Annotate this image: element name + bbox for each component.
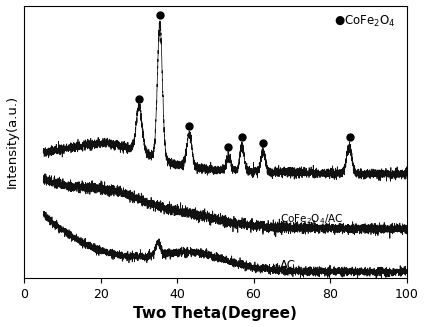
X-axis label: Two Theta(Degree): Two Theta(Degree) — [134, 306, 297, 321]
Text: ●CoFe$_2$O$_4$: ●CoFe$_2$O$_4$ — [334, 14, 395, 29]
Text: CoFe$_2$O$_4$/AC: CoFe$_2$O$_4$/AC — [280, 212, 344, 226]
Text: AC: AC — [280, 259, 296, 272]
Y-axis label: Intensity(a.u.): Intensity(a.u.) — [6, 95, 19, 188]
